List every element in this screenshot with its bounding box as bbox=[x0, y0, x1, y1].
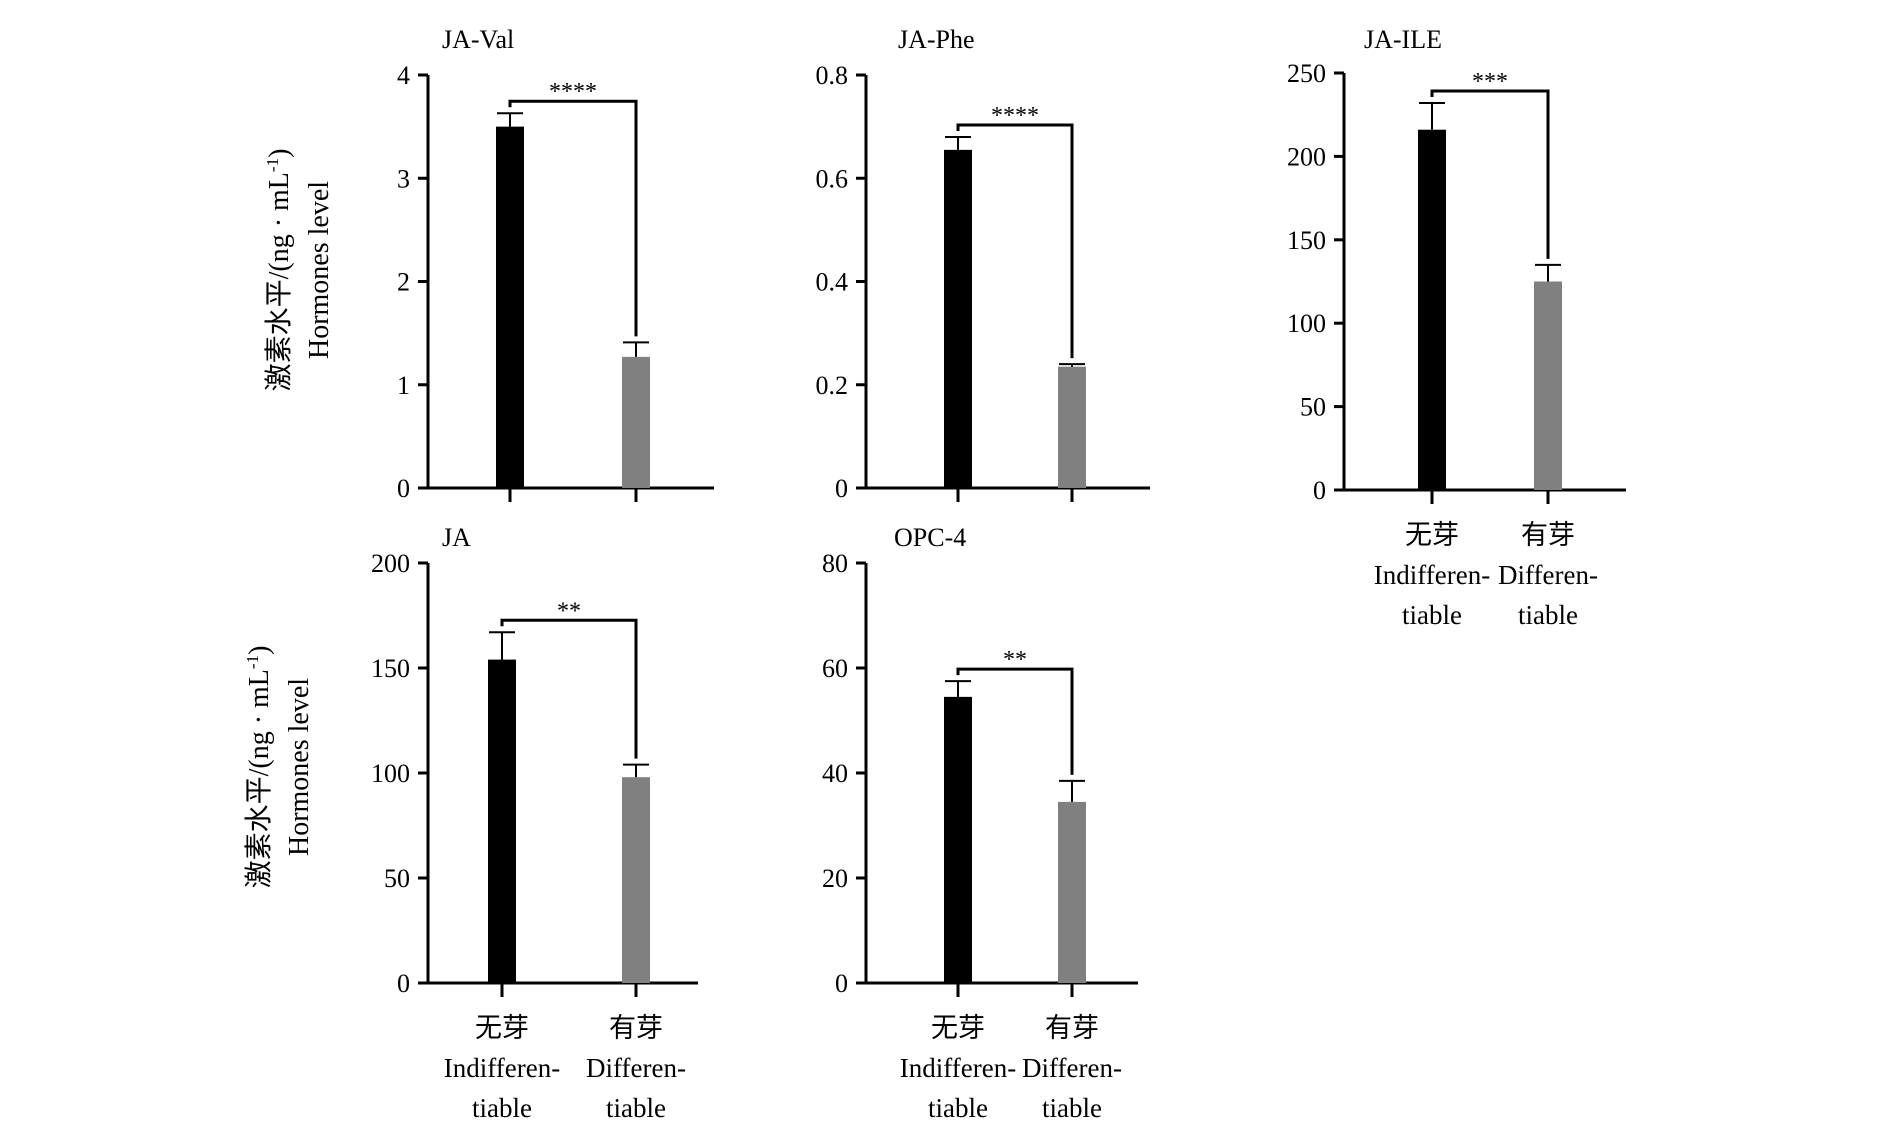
y-label-close: ) bbox=[264, 149, 295, 158]
y-tick-label: 80 bbox=[822, 549, 848, 578]
y-label-sup: -1 bbox=[263, 158, 282, 172]
bar bbox=[1058, 801, 1086, 983]
x-category-label: tiable bbox=[472, 1093, 532, 1123]
chart-panel: JA 0 50 100 150 200 ** 无芽 Indifferen-tiable 有芽 Dif… bbox=[371, 523, 698, 1123]
bar bbox=[1534, 281, 1562, 490]
x-category-label: tiable bbox=[1518, 600, 1578, 630]
y-axis-label-bottom: 激素水平/(ng · mL-1) Hormones level bbox=[243, 646, 315, 889]
x-category-label: 无芽 bbox=[475, 1013, 529, 1043]
y-tick-label: 20 bbox=[822, 864, 848, 893]
x-category-label: Differen- bbox=[1498, 560, 1598, 590]
x-category-label: 有芽 bbox=[1045, 1013, 1099, 1043]
panel-title: JA-ILE bbox=[1364, 25, 1442, 54]
svg-text:激素水平/(ng · mL-1): 激素水平/(ng · mL-1) bbox=[263, 149, 295, 392]
x-category-label: Differen- bbox=[586, 1053, 686, 1083]
significance-label: *** bbox=[1472, 69, 1508, 95]
bar bbox=[496, 126, 524, 488]
bar bbox=[944, 149, 972, 488]
panel-title: JA bbox=[442, 523, 471, 552]
y-tick-label: 3 bbox=[397, 164, 410, 193]
x-category-label: Indifferen- bbox=[444, 1053, 560, 1083]
x-category-label: 有芽 bbox=[609, 1013, 663, 1043]
y-tick-label: 0.6 bbox=[816, 164, 849, 193]
significance-label: **** bbox=[549, 79, 597, 105]
y-tick-label: 0 bbox=[835, 474, 848, 503]
y-tick-label: 0 bbox=[397, 969, 410, 998]
y-axis-label-top: 激素水平/(ng · mL-1) Hormones level bbox=[263, 149, 335, 392]
y-tick-label: 60 bbox=[822, 654, 848, 683]
x-category-label: 有芽 bbox=[1521, 520, 1575, 550]
x-category-label: tiable bbox=[1042, 1093, 1102, 1123]
x-category-label: 无芽 bbox=[931, 1013, 985, 1043]
y-tick-label: 150 bbox=[371, 654, 410, 683]
x-category-label: tiable bbox=[606, 1093, 666, 1123]
y-tick-label: 0.8 bbox=[816, 61, 849, 90]
bar bbox=[488, 659, 516, 983]
svg-text:激素水平/(ng · mL-1): 激素水平/(ng · mL-1) bbox=[243, 646, 275, 889]
x-category-label: tiable bbox=[1402, 600, 1462, 630]
y-tick-label: 0.2 bbox=[816, 371, 849, 400]
y-tick-label: 1 bbox=[397, 371, 410, 400]
significance-bracket bbox=[500, 618, 638, 759]
y-tick-label: 250 bbox=[1287, 59, 1326, 88]
y-tick-label: 0 bbox=[835, 969, 848, 998]
significance-bracket bbox=[508, 99, 638, 337]
y-tick-label: 4 bbox=[397, 61, 410, 90]
x-category-label: tiable bbox=[928, 1093, 988, 1123]
y-label-en: Hormones level bbox=[304, 181, 335, 359]
panel-title: JA-Val bbox=[442, 25, 514, 54]
y-tick-label: 200 bbox=[371, 549, 410, 578]
chart-panel: JA-Val 0 1 2 3 4 **** bbox=[397, 25, 714, 503]
bar bbox=[1418, 129, 1446, 490]
x-category-label: Indifferen- bbox=[900, 1053, 1016, 1083]
chart-panel: JA-ILE 0 50 100 150 200 250 *** 无芽 Indifferen-tia… bbox=[1287, 25, 1626, 630]
y-label-zh: 激素水平/(ng · mL bbox=[263, 172, 295, 391]
panel-title: JA-Phe bbox=[898, 25, 975, 54]
bar bbox=[944, 696, 972, 983]
y-tick-label: 0 bbox=[397, 474, 410, 503]
chart-panel: JA-Phe 0 0.2 0.4 0.6 0.8 **** bbox=[816, 25, 1150, 503]
y-tick-label: 0.4 bbox=[816, 268, 849, 297]
x-category-label: Differen- bbox=[1022, 1053, 1122, 1083]
y-tick-label: 50 bbox=[384, 864, 410, 893]
y-tick-label: 2 bbox=[397, 268, 410, 297]
significance-bracket bbox=[1430, 89, 1550, 259]
significance-bracket bbox=[956, 123, 1074, 359]
x-category-label: Indifferen- bbox=[1374, 560, 1490, 590]
chart-panel: OPC-4 0 20 40 60 80 ** 无芽 Indifferen-tiable 有芽 Dif… bbox=[822, 523, 1138, 1123]
y-label-close: ) bbox=[244, 646, 275, 655]
y-tick-label: 200 bbox=[1287, 142, 1326, 171]
bar bbox=[622, 777, 650, 983]
y-tick-label: 100 bbox=[371, 759, 410, 788]
y-label-en: Hormones level bbox=[284, 678, 315, 856]
significance-label: **** bbox=[991, 103, 1039, 129]
panel-title: OPC-4 bbox=[894, 523, 966, 552]
y-tick-label: 100 bbox=[1287, 309, 1326, 338]
bar bbox=[1058, 366, 1086, 488]
significance-label: ** bbox=[1003, 647, 1027, 673]
y-tick-label: 150 bbox=[1287, 226, 1326, 255]
y-label-zh: 激素水平/(ng · mL bbox=[243, 669, 275, 888]
y-tick-label: 50 bbox=[1300, 393, 1326, 422]
y-label-sup: -1 bbox=[243, 655, 262, 669]
panels: JA-Val01234****JA-Phe00.20.40.60.8****JA… bbox=[371, 25, 1626, 1123]
y-tick-label: 0 bbox=[1313, 476, 1326, 505]
significance-bracket bbox=[956, 667, 1074, 775]
x-category-label: 无芽 bbox=[1405, 520, 1459, 550]
bar bbox=[622, 356, 650, 488]
y-tick-label: 40 bbox=[822, 759, 848, 788]
significance-label: ** bbox=[557, 598, 581, 624]
